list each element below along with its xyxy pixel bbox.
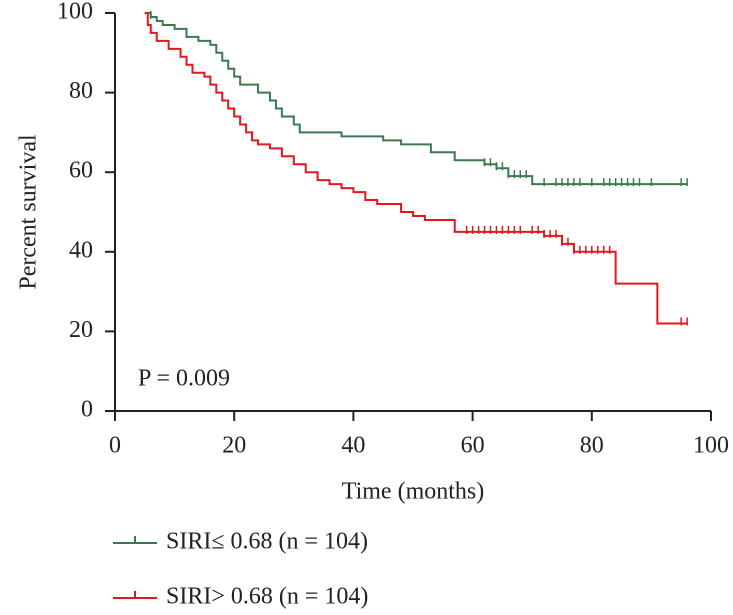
survival-curve [144,12,688,186]
x-tick-label: 0 [109,433,121,459]
y-tick-label: 0 [81,397,93,423]
y-tick-label: 60 [69,158,93,184]
y-tick-label: 20 [69,317,93,343]
annotation: P = 0.009 [138,366,230,392]
x-tick-label: 80 [580,433,604,459]
y-axis-label: Percent survival [16,134,42,290]
x-tick-label: 20 [222,433,246,459]
y-tick-label: 40 [69,237,93,263]
y-tick-label: 100 [57,0,93,25]
x-axis-label: Time (months) [342,479,484,505]
survival-curve [144,12,688,325]
x-tick-label: 40 [341,433,365,459]
legend-label: SIRI≤ 0.68 (n = 104) [166,529,368,555]
x-tick-label: 60 [461,433,485,459]
x-tick-label: 100 [693,433,729,459]
legend-label: SIRI> 0.68 (n = 104) [166,584,368,610]
y-tick-label: 80 [69,78,93,104]
